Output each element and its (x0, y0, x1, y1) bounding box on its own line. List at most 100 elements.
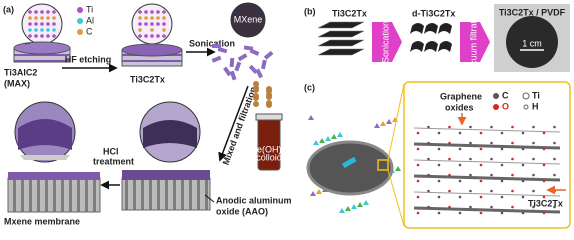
legend-dot (493, 104, 499, 110)
atom (521, 211, 525, 215)
atom (427, 157, 430, 161)
flakes (410, 23, 452, 52)
film (506, 16, 558, 68)
pointer (204, 194, 215, 203)
atom (469, 157, 472, 161)
aao-label: Anodic aluminum (216, 195, 292, 205)
atom (144, 22, 148, 26)
atom (490, 189, 493, 193)
solute (313, 140, 319, 145)
atom (511, 157, 514, 161)
atom (416, 179, 420, 183)
atom (138, 10, 142, 14)
legend-label: C (86, 26, 93, 36)
flake (234, 61, 242, 72)
process-arrow (372, 22, 402, 62)
atom (416, 211, 420, 215)
panel-label: (a) (3, 4, 14, 14)
legend-label: Ti (532, 90, 540, 100)
atom (150, 22, 154, 26)
atom (46, 28, 50, 32)
figure: (a) Ti Al C Ti3AlC2 (MAX) HF etching Ti3… (3, 2, 571, 229)
layer (413, 206, 561, 214)
colloid-label: colloid (256, 152, 282, 162)
atom (28, 28, 32, 32)
atom (427, 173, 430, 177)
legend-label: Al (86, 15, 94, 25)
atom (416, 131, 420, 135)
atom (532, 189, 535, 193)
atom (46, 16, 50, 20)
atom (52, 10, 56, 14)
membrane-disc (306, 140, 394, 196)
flake (229, 70, 237, 81)
atom (40, 28, 44, 32)
atom (162, 22, 166, 26)
layer (413, 127, 561, 133)
zoom-panel (403, 81, 571, 229)
atom (40, 16, 44, 20)
atom (521, 163, 525, 167)
sheets (317, 21, 365, 56)
solute (310, 191, 316, 196)
atom (500, 179, 504, 183)
ball (253, 101, 259, 107)
panel-label: (b) (304, 6, 316, 16)
atom (490, 125, 493, 129)
flake (249, 48, 260, 56)
legend-dot (522, 92, 530, 100)
atom (52, 16, 56, 20)
atoms (138, 10, 166, 38)
scale-label: 1 cm (522, 38, 542, 48)
atom (511, 141, 514, 145)
step-label: Vacuum filtration (468, 9, 478, 75)
atom (138, 16, 142, 20)
flake (424, 23, 438, 34)
max-formula: Ti3AlC2 (4, 67, 37, 77)
atom (46, 22, 50, 26)
atom (490, 205, 493, 209)
atom (416, 147, 420, 151)
atom (521, 147, 525, 151)
graphene-label: oxides (445, 102, 474, 112)
atom (28, 34, 32, 38)
ball (266, 92, 272, 98)
atom (437, 163, 441, 167)
atom (479, 163, 483, 167)
delaminated-label: d-Ti3C2Tx (412, 8, 455, 18)
flake (410, 41, 424, 52)
atom (469, 173, 472, 177)
solute (308, 115, 314, 120)
legend-label: C (502, 90, 509, 100)
atom (448, 141, 451, 145)
layer (413, 174, 561, 182)
atom (458, 195, 462, 199)
atom (532, 173, 535, 177)
channel (341, 156, 357, 169)
atom (448, 173, 451, 177)
atom (542, 131, 546, 135)
atom (427, 125, 430, 129)
atom (34, 22, 38, 26)
sheet (317, 21, 365, 29)
atom (553, 157, 556, 161)
ball (253, 85, 259, 91)
atom (144, 10, 148, 14)
atom (553, 125, 556, 129)
atom (162, 28, 166, 32)
atom (40, 22, 44, 26)
atom (448, 157, 451, 161)
flake (212, 44, 221, 48)
flake (248, 64, 258, 75)
aao-top (122, 170, 210, 180)
solute (380, 121, 386, 126)
atom (46, 10, 50, 14)
step-label: Sonication (380, 21, 390, 63)
atom (150, 16, 154, 20)
flake (223, 66, 232, 77)
atom (500, 147, 504, 151)
hcl-label: HCl (103, 146, 119, 156)
panel-c: (c) Graphene oxides C Ti O H Ti3C2Tx (304, 81, 571, 229)
atom (156, 34, 160, 38)
atom (553, 173, 556, 177)
